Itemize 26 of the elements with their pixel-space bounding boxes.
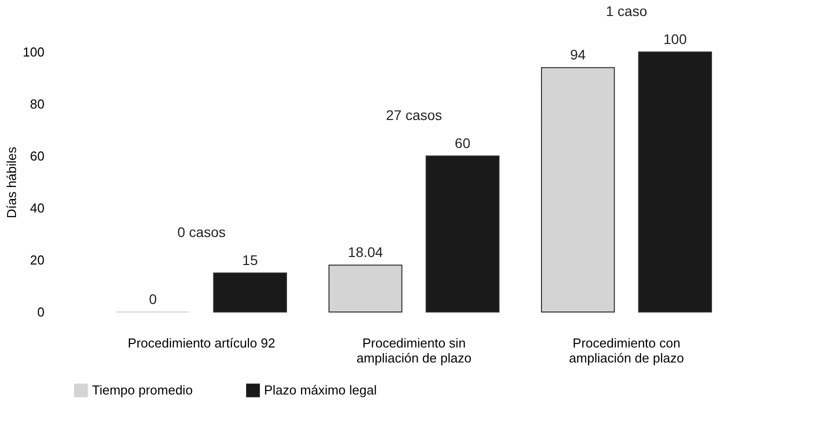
data-label: 0: [149, 291, 158, 307]
data-label: 18.04: [348, 244, 384, 260]
bar: [541, 67, 615, 312]
y-tick-label: 80: [30, 96, 44, 112]
annotation: 27 casos: [386, 107, 442, 123]
legend-label: Plazo máximo legal: [264, 382, 377, 398]
y-tick-label: 60: [30, 148, 44, 164]
data-label: 15: [242, 252, 258, 268]
x-tick-label: Procedimiento artículo 92: [128, 336, 276, 350]
legend-label: Tiempo promedio: [92, 382, 193, 398]
bar: [638, 52, 712, 312]
bar: [426, 156, 500, 312]
data-label: 60: [454, 135, 471, 151]
bar: [328, 264, 402, 312]
y-tick-label: 0: [37, 304, 44, 320]
y-tick-label: 100: [22, 44, 44, 60]
y-axis-title: Días hábiles: [4, 146, 19, 218]
bar: [213, 272, 287, 312]
text: 1 caso: [606, 3, 648, 19]
x-tick-label: Procedimiento sin ampliación de plazo: [356, 336, 472, 366]
x-tick-label: Procedimiento con ampliación de plazo: [569, 336, 684, 366]
y-tick-label: 20: [30, 252, 44, 268]
y-tick-label: 40: [30, 200, 44, 216]
data-label: 100: [663, 31, 687, 47]
data-label: 94: [570, 46, 586, 63]
annotation: 0 casos: [177, 224, 226, 240]
